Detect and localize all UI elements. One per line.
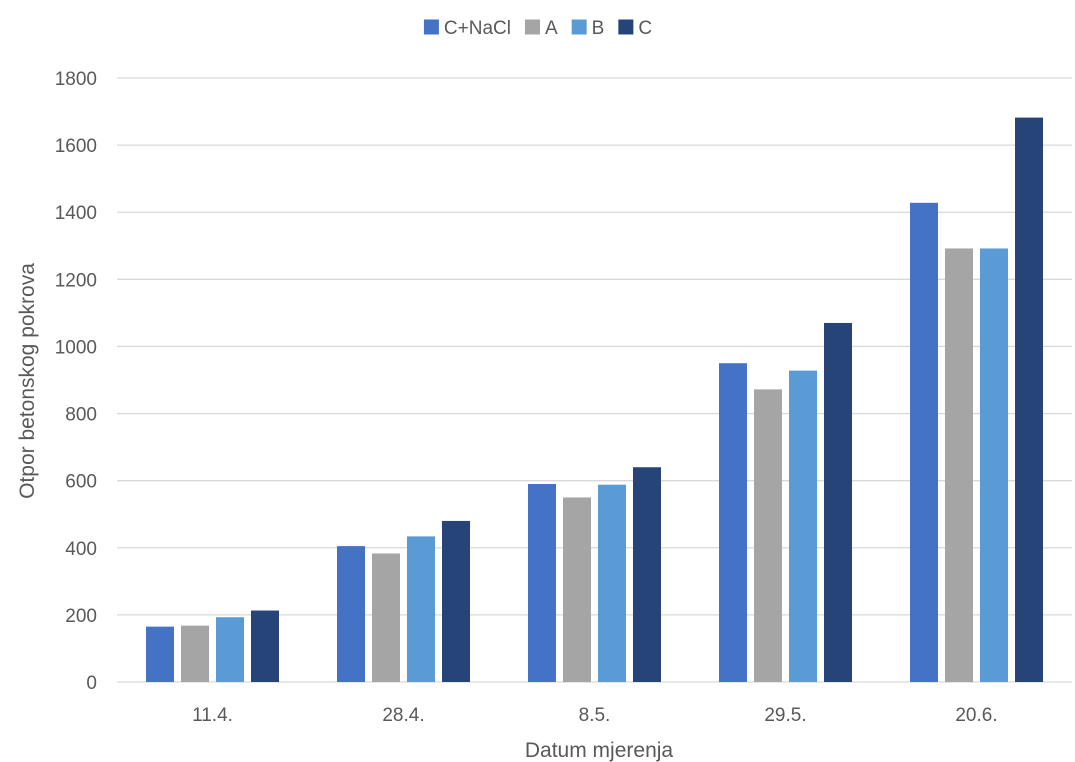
legend-swatch: [571, 19, 587, 35]
x-tick-label: 29.5.: [764, 705, 806, 726]
bar-b-3: [598, 484, 626, 682]
y-tick-label: 1200: [55, 270, 97, 291]
y-tick-label: 1000: [55, 337, 97, 358]
bar-b-5: [980, 248, 1008, 682]
legend-label: B: [592, 18, 605, 39]
y-tick-label: 1800: [55, 69, 97, 90]
bar-b-2: [407, 536, 435, 682]
x-tick-label: 20.6.: [955, 705, 997, 726]
x-tick-label: 11.4.: [192, 705, 233, 726]
bar-a-4: [754, 389, 782, 682]
y-tick-label: 400: [65, 539, 97, 560]
y-tick-label: 0: [86, 673, 97, 694]
x-tick-label: 8.5.: [579, 705, 611, 726]
bar-a-5: [945, 248, 973, 682]
x-axis-ticks: 11.4. 28.4. 8.5. 29.5. 20.6.: [192, 705, 998, 726]
y-tick-label: 200: [65, 606, 97, 627]
bar-c-nacl-2: [337, 546, 365, 682]
bar-c-2: [442, 520, 470, 682]
x-tick-label: 28.4.: [382, 705, 424, 726]
bar-a-2: [372, 553, 400, 682]
x-axis-title: Datum mjerenja: [525, 739, 674, 762]
bar-c-4: [824, 322, 852, 682]
bar-c-nacl-4: [719, 363, 747, 682]
bar-c-nacl-3: [528, 484, 556, 682]
bar-b-4: [789, 370, 817, 682]
bar-a-1: [181, 625, 209, 682]
legend-label: C: [638, 18, 652, 39]
y-axis-ticks: 0 200 400 600 800 1000 1200 1400 1600 1800: [55, 69, 97, 694]
bars: [146, 117, 1043, 682]
bar-c-3: [633, 467, 661, 682]
bar-c-nacl-5: [910, 202, 938, 682]
bar-b-1: [216, 617, 244, 682]
legend-label: A: [545, 18, 558, 39]
bar-c-5: [1015, 117, 1043, 682]
bar-c-1: [251, 610, 279, 682]
y-axis-title: Otpor betonskog pokrova: [16, 263, 39, 499]
y-tick-label: 1600: [55, 136, 97, 157]
y-tick-label: 600: [65, 472, 97, 493]
legend: C+NaCl A B C: [423, 18, 652, 39]
y-tick-label: 1400: [55, 203, 97, 224]
legend-swatch: [618, 19, 634, 35]
y-tick-label: 800: [65, 405, 97, 426]
legend-swatch: [524, 19, 540, 35]
bar-a-3: [563, 497, 591, 682]
legend-label: C+NaCl: [444, 18, 511, 39]
bar-c-nacl-1: [146, 626, 174, 682]
legend-swatch: [423, 19, 439, 35]
